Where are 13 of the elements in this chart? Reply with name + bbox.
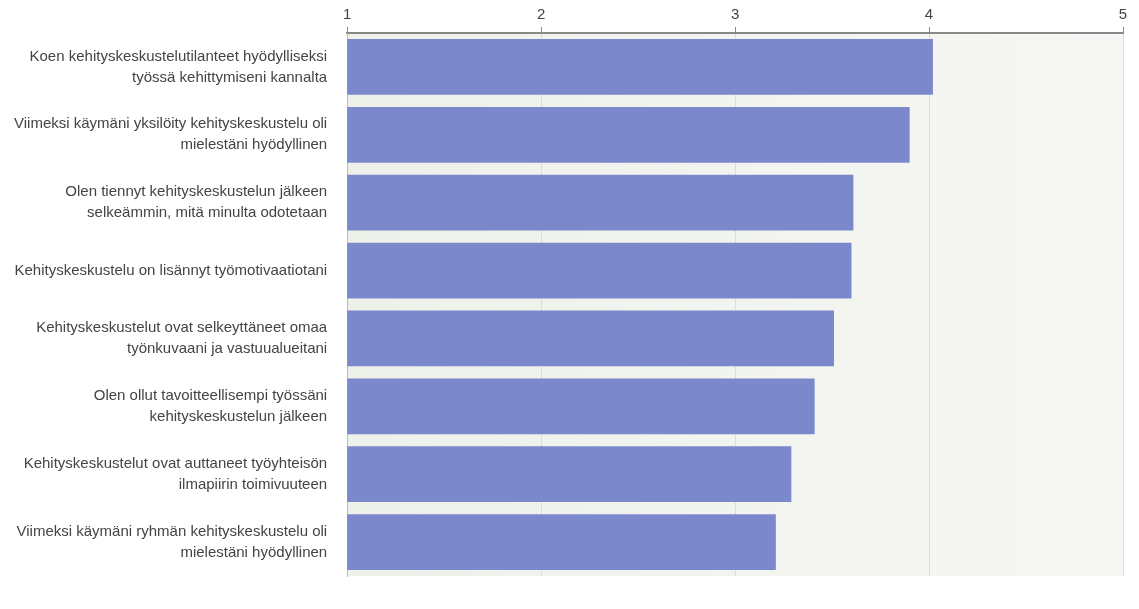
y-tick-label: Olen ollut tavoitteellisempi työssäni kehityskeskustelun jälkeen [93,385,328,424]
y-tick-label: Olen tiennyt kehityskeskustelun jälkeen selkeämmin, mitä minulta odotetaan [65,182,328,221]
y-tick-label: Koen kehityskeskustelutilanteet hyödylliseksi työssä kehittymiseni kannalta [29,46,328,85]
x-tick-label: 2 [536,5,546,23]
y-tick-label: Viimeksi käymäni ryhmän kehityskeskustelu oli mielestäni hyödyllinen [16,521,328,560]
x-tick-label: 4 [924,5,934,23]
x-tick-label: 1 [342,5,352,23]
y-tick-label: Kehityskeskustelu on lisännyt työmotivaatiotani [14,260,328,278]
y-tick-label: Kehityskeskustelut ovat selkeyttäneet omaa työnkuvaani ja vastuualueitani [36,318,328,357]
x-tick-label: 5 [1118,5,1128,23]
y-tick-label: Viimeksi käymäni yksilöity kehityskeskustelu oli mielestäni hyödyllinen [13,114,328,153]
x-tick-label: 3 [730,5,740,23]
y-tick-label: Kehityskeskustelut ovat auttaneet työyhteisön ilmapiirin toimivuuteen [23,453,328,492]
